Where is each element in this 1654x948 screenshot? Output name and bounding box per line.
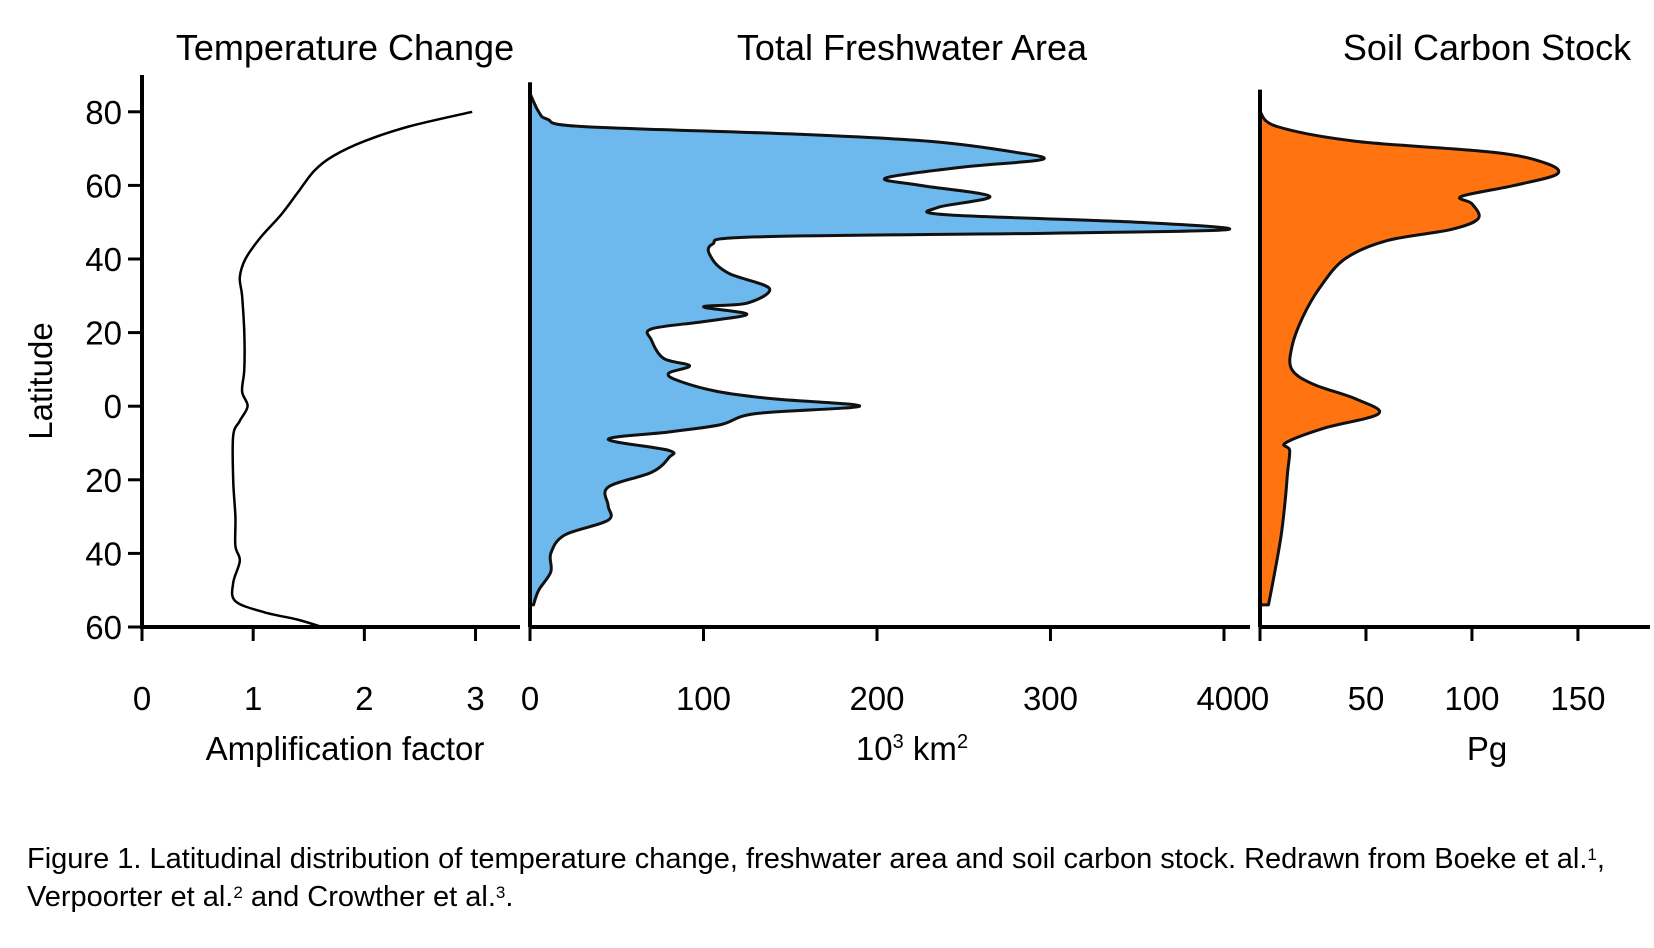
x-tick-label: 50 [1348,680,1385,717]
y-tick-label: 60 [85,609,122,646]
x-tick-label: 0 [133,680,151,717]
temperature-curve [230,110,473,629]
x-tick-label: 1 [244,680,262,717]
soil-carbon-shape [1258,110,1561,607]
y-tick-label: 60 [85,167,122,204]
y-tick-label: 20 [85,462,122,499]
x-axis-label: Amplification factor [206,730,485,767]
x-tick-label: 200 [849,680,904,717]
x-tick-label: 100 [1444,680,1499,717]
caption-text-3: and Crowther et al. [242,881,496,913]
x-tick-label: 400 [1196,680,1251,717]
freshwater-area-shape [528,91,1232,607]
x-tick-label: 3 [466,680,484,717]
y-axis-label: Latitude [22,322,59,439]
caption-text-end: . [505,881,514,913]
y-tick-label: 40 [85,241,122,278]
x-tick-label: 100 [676,680,731,717]
caption-text-2: , Verpoorter et al. [27,843,1605,913]
x-tick-label: 150 [1550,680,1605,717]
panel-title: Temperature Change [176,27,514,68]
y-tick-label: 40 [85,535,122,572]
x-axis-label: 103 km2 [856,730,968,767]
y-tick-label: 0 [104,388,122,425]
x-tick-label: 300 [1023,680,1078,717]
panel-title: Soil Carbon Stock [1343,27,1632,68]
caption-text: Figure 1. Latitudinal distribution of te… [27,843,1588,875]
x-tick-label: 0 [1251,680,1269,717]
y-tick-label: 20 [85,315,122,352]
caption-ref-2: 2 [233,883,243,902]
caption-ref-1: 1 [1587,845,1597,864]
figure-caption: Figure 1. Latitudinal distribution of te… [27,840,1637,916]
x-axis-label: Pg [1467,730,1507,767]
y-tick-label: 80 [85,94,122,131]
caption-ref-3: 3 [495,883,506,902]
data-layer [230,82,1561,629]
x-tick-label: 2 [355,680,373,717]
x-tick-label: 0 [521,680,539,717]
panel-title: Total Freshwater Area [737,27,1088,68]
